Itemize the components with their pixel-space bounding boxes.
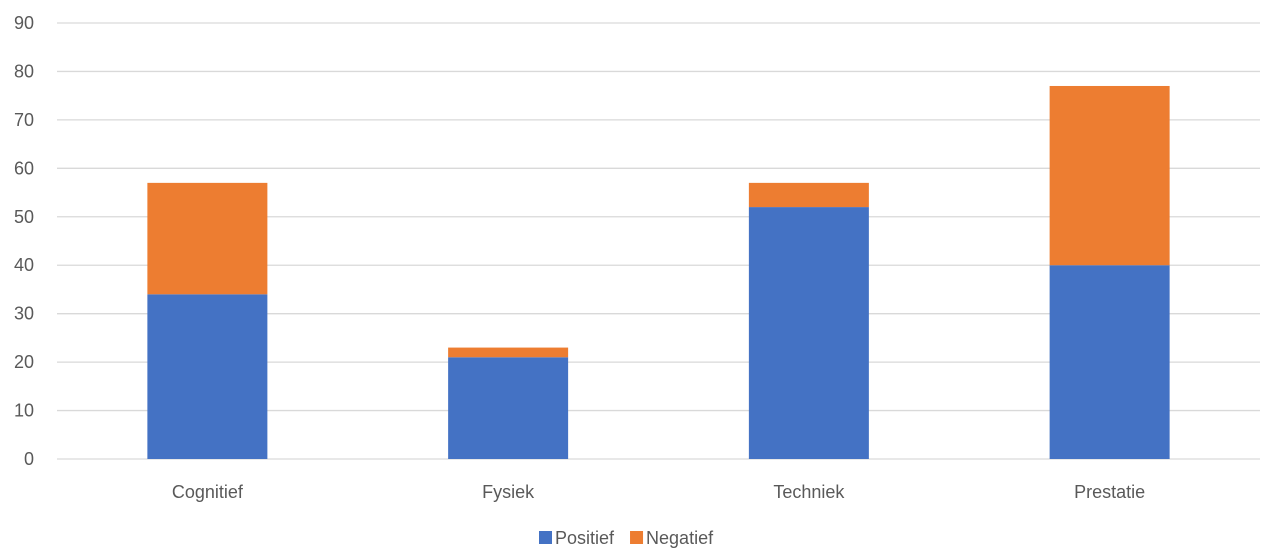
legend: Positief Negatief — [539, 528, 714, 548]
y-tick-label: 60 — [14, 158, 34, 178]
bar-positief-cognitief — [147, 294, 268, 459]
x-tick-label: Fysiek — [482, 482, 535, 502]
x-tick-label: Prestatie — [1074, 482, 1145, 502]
y-tick-label: 90 — [14, 13, 34, 33]
x-tick-label: Cognitief — [172, 482, 244, 502]
y-tick-label: 70 — [14, 110, 34, 130]
bar-positief-techniek — [748, 207, 869, 459]
x-tick-label: Techniek — [773, 482, 845, 502]
bar-positief-prestatie — [1049, 265, 1170, 459]
legend-swatch-positief — [539, 531, 552, 544]
x-axis-ticks: Cognitief Fysiek Techniek Prestatie — [172, 482, 1145, 502]
legend-label-positief: Positief — [555, 528, 615, 548]
y-tick-label: 10 — [14, 401, 34, 421]
y-tick-label: 40 — [14, 255, 34, 275]
bar-positief-fysiek — [448, 357, 569, 459]
y-tick-label: 0 — [24, 449, 34, 469]
bar-negatief-techniek — [748, 182, 869, 208]
y-tick-label: 30 — [14, 304, 34, 324]
y-tick-label: 20 — [14, 352, 34, 372]
bar-negatief-prestatie — [1049, 85, 1170, 266]
y-tick-label: 50 — [14, 207, 34, 227]
bar-negatief-cognitief — [147, 182, 268, 295]
bars — [147, 85, 1170, 459]
y-axis-ticks: 0 10 20 30 40 50 60 70 80 90 — [14, 13, 34, 469]
legend-label-negatief: Negatief — [646, 528, 714, 548]
legend-swatch-negatief — [630, 531, 644, 544]
bar-negatief-fysiek — [448, 347, 569, 358]
y-tick-label: 80 — [14, 61, 34, 81]
